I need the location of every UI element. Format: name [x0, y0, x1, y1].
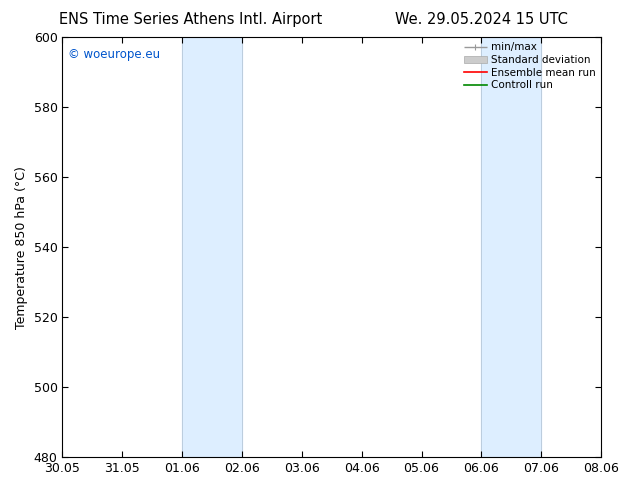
- Text: We. 29.05.2024 15 UTC: We. 29.05.2024 15 UTC: [396, 12, 568, 27]
- Text: © woeurope.eu: © woeurope.eu: [68, 48, 160, 61]
- Text: ENS Time Series Athens Intl. Airport: ENS Time Series Athens Intl. Airport: [58, 12, 322, 27]
- Bar: [481, 37, 541, 457]
- Legend: min/max, Standard deviation, Ensemble mean run, Controll run: min/max, Standard deviation, Ensemble me…: [462, 40, 598, 92]
- Y-axis label: Temperature 850 hPa (°C): Temperature 850 hPa (°C): [15, 166, 28, 329]
- Bar: [182, 37, 242, 457]
